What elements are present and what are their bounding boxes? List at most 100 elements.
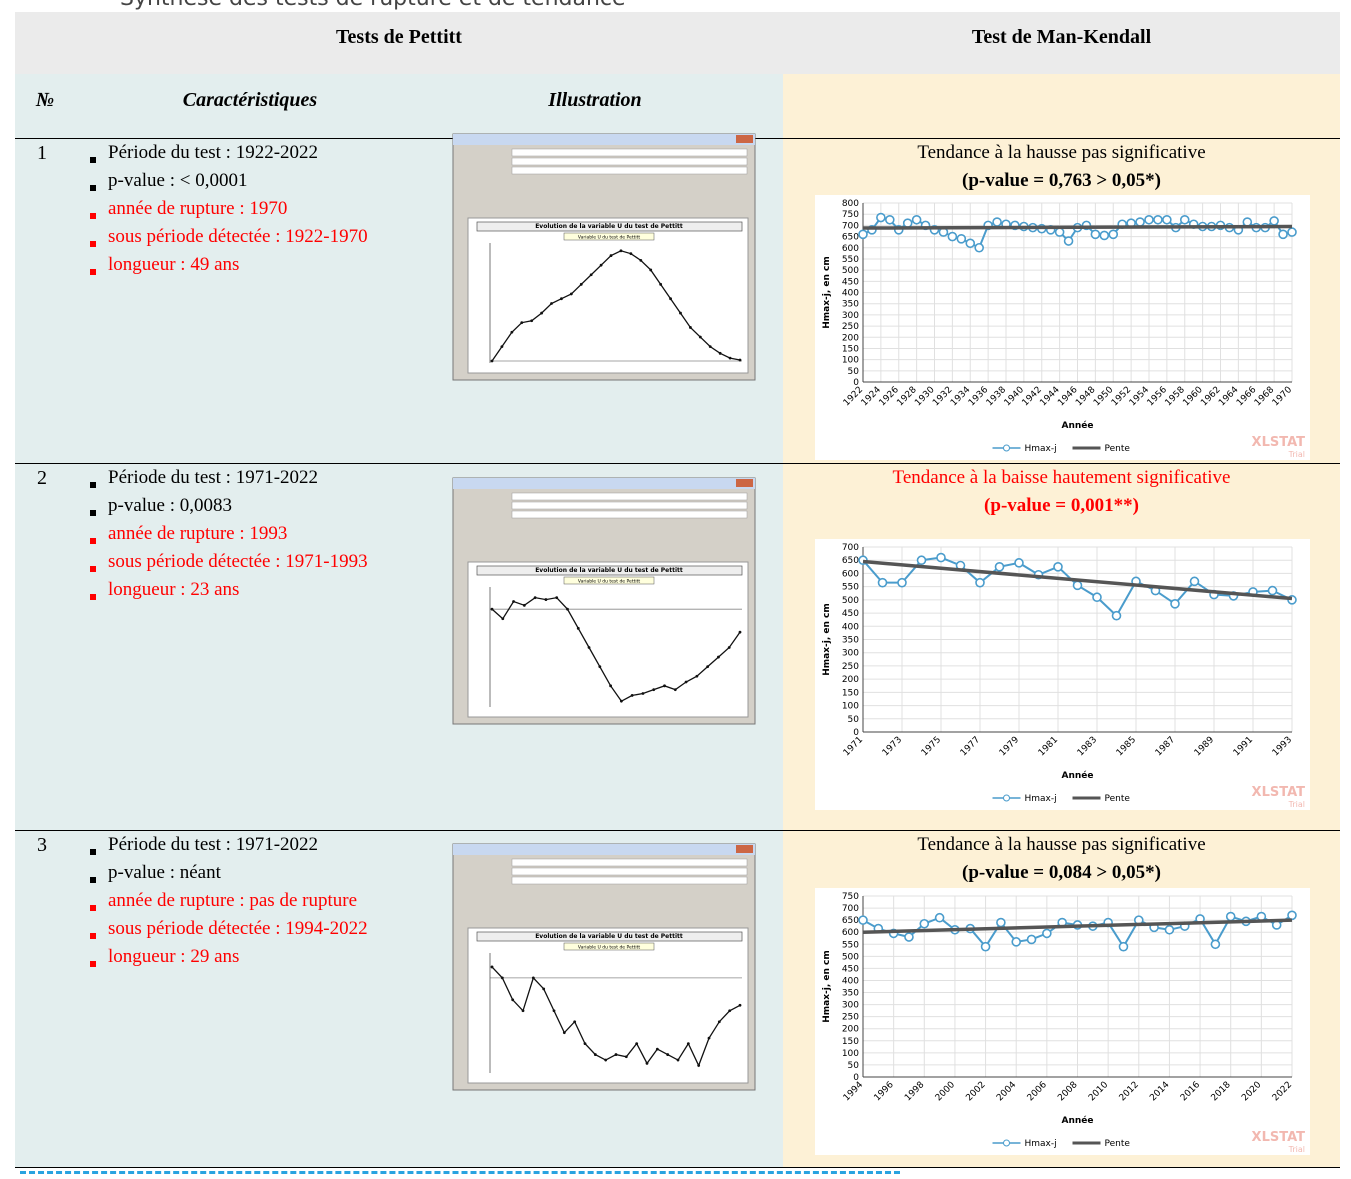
u-point xyxy=(689,326,692,329)
trend-pvalue: (p-value = 0,084 > 0,05*) xyxy=(783,862,1340,884)
x-tick-label: 2020 xyxy=(1240,1080,1263,1103)
u-point xyxy=(629,252,632,255)
y-tick-label: 200 xyxy=(842,333,859,343)
y-tick-label: 600 xyxy=(842,244,859,254)
x-tick-label: 2012 xyxy=(1118,1080,1141,1103)
x-tick-label: 1987 xyxy=(1154,735,1177,758)
data-point xyxy=(1012,938,1020,946)
characteristic: année de rupture : pas de rupture xyxy=(108,890,357,912)
plot-panel xyxy=(468,562,748,717)
x-tick-label: 1968 xyxy=(1253,385,1276,408)
data-point xyxy=(976,579,984,587)
y-tick-label: 500 xyxy=(842,266,859,276)
u-point xyxy=(695,675,698,678)
subheader: Illustration xyxy=(495,89,695,112)
x-tick-label: 1985 xyxy=(1115,735,1138,758)
legend-label: Pente xyxy=(1105,794,1131,804)
y-tick-label: 300 xyxy=(842,311,859,321)
x-tick-label: 1938 xyxy=(985,385,1008,408)
u-point xyxy=(659,283,662,286)
x-tick-label: 1956 xyxy=(1146,385,1169,408)
x-tick-label: 2010 xyxy=(1087,1080,1110,1103)
row-number: 2 xyxy=(37,467,47,490)
x-tick-label: 1946 xyxy=(1056,385,1079,408)
y-tick-label: 750 xyxy=(842,892,859,902)
data-point xyxy=(1100,231,1108,239)
legend-label: Pente xyxy=(1105,1139,1131,1149)
row-rule xyxy=(15,463,1340,464)
trend-title: Tendance à la baisse hautement significa… xyxy=(783,467,1340,489)
y-tick-label: 450 xyxy=(842,609,859,619)
data-point xyxy=(859,230,867,238)
caption: Synthèse des tests de rupture et de tend… xyxy=(120,0,626,11)
y-tick-label: 650 xyxy=(842,233,859,243)
data-point xyxy=(1136,218,1144,226)
data-point xyxy=(1181,216,1189,224)
data-point xyxy=(920,920,928,928)
data-point xyxy=(948,233,956,241)
data-point xyxy=(993,218,1001,226)
y-tick-label: 600 xyxy=(842,928,859,938)
watermark-sub: Trial xyxy=(1288,450,1305,459)
data-point xyxy=(1093,593,1101,601)
u-point xyxy=(677,1059,680,1062)
y-tick-label: 500 xyxy=(842,596,859,606)
x-tick-label: 1962 xyxy=(1199,385,1222,408)
data-point xyxy=(997,919,1005,927)
form-field xyxy=(512,502,747,509)
u-point xyxy=(512,600,515,603)
characteristic: sous période détectée : 1922-1970 xyxy=(108,226,368,248)
u-point xyxy=(540,312,543,315)
x-tick-label: 1922 xyxy=(842,385,865,408)
y-tick-label: 300 xyxy=(842,1001,859,1011)
characteristic: p-value : 0,0083 xyxy=(108,495,232,517)
bullet xyxy=(90,510,96,516)
data-point xyxy=(904,219,912,227)
u-point xyxy=(501,617,504,620)
y-tick-label: 350 xyxy=(842,989,859,999)
u-point xyxy=(646,1062,649,1065)
data-point xyxy=(1288,911,1296,919)
data-point xyxy=(898,579,906,587)
x-tick-label: 1989 xyxy=(1193,735,1216,758)
data-point xyxy=(1191,577,1199,585)
data-point xyxy=(1109,230,1117,238)
watermark-sub: Trial xyxy=(1288,800,1305,809)
form-field xyxy=(512,511,747,518)
data-point xyxy=(937,554,945,562)
legend-marker xyxy=(1004,445,1010,451)
x-axis-label: Année xyxy=(1062,1115,1094,1126)
u-point xyxy=(563,1031,566,1034)
u-point xyxy=(590,273,593,276)
data-point xyxy=(1091,230,1099,238)
bullet xyxy=(90,877,96,883)
y-tick-label: 100 xyxy=(842,702,859,712)
x-tick-label: 1948 xyxy=(1074,385,1097,408)
close-button xyxy=(736,479,753,487)
y-tick-label: 650 xyxy=(842,916,859,926)
plot-title: Evolution de la variable U du test de Pe… xyxy=(535,567,683,574)
u-point xyxy=(656,1048,659,1051)
u-point xyxy=(739,359,742,362)
data-point xyxy=(1243,218,1251,226)
y-tick-label: 450 xyxy=(842,964,859,974)
x-tick-label: 1977 xyxy=(959,735,982,758)
u-point xyxy=(639,259,642,262)
trend-pvalue: (p-value = 0,001**) xyxy=(783,495,1340,517)
u-point xyxy=(510,331,513,334)
u-point xyxy=(669,297,672,300)
x-tick-label: 2016 xyxy=(1179,1080,1202,1103)
dashed-rule xyxy=(20,1171,900,1174)
y-tick-label: 400 xyxy=(842,289,859,299)
plot-panel xyxy=(468,928,748,1083)
trend-pvalue: (p-value = 0,763 > 0,05*) xyxy=(783,170,1340,192)
u-point xyxy=(550,302,553,305)
u-point xyxy=(588,646,591,649)
u-point xyxy=(674,688,677,691)
y-tick-label: 200 xyxy=(842,675,859,685)
subheader: Caractéristiques xyxy=(125,89,375,112)
u-point xyxy=(598,665,601,668)
characteristic: année de rupture : 1993 xyxy=(108,523,287,545)
data-point xyxy=(966,239,974,247)
data-point xyxy=(1227,913,1235,921)
